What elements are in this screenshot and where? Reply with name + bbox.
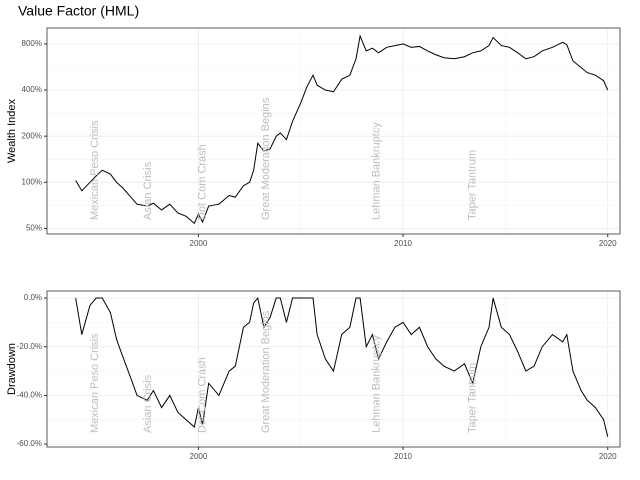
y-tick-label: 0.0% bbox=[24, 293, 42, 302]
y-tick-label: 100% bbox=[22, 177, 42, 186]
y-tick-label: -40.0% bbox=[17, 391, 42, 400]
y-axis-title: Drawdown bbox=[6, 343, 18, 395]
y-tick-label: 200% bbox=[22, 131, 42, 140]
panel-border bbox=[46, 290, 621, 448]
annotation: Lehman Bankruptcy bbox=[370, 122, 382, 220]
x-tick-label: 2020 bbox=[599, 239, 617, 248]
annotation: Asian Crisis bbox=[142, 161, 154, 220]
annotation: Great Moderation Begins bbox=[260, 310, 272, 433]
x-tick-label: 2020 bbox=[599, 452, 617, 461]
y-axis-title: Wealth Index bbox=[6, 99, 18, 164]
y-tick-label: -20.0% bbox=[17, 342, 42, 351]
panel-border bbox=[46, 27, 621, 235]
y-tick-label: -60.0% bbox=[17, 439, 42, 448]
annotation: Mexican Peso Crisis bbox=[89, 120, 101, 220]
annotation: Taper Tantrum bbox=[467, 150, 479, 220]
y-tick-label: 400% bbox=[22, 85, 42, 94]
x-tick-label: 2010 bbox=[394, 452, 412, 461]
annotation: Asian Crisis bbox=[142, 374, 154, 433]
annotation: Great Moderation Begins bbox=[260, 97, 272, 220]
x-tick-label: 2010 bbox=[394, 239, 412, 248]
line bbox=[75, 34, 609, 225]
y-tick-label: 50% bbox=[26, 224, 42, 233]
y-tick-label: 800% bbox=[22, 39, 42, 48]
x-tick-label: 2000 bbox=[190, 239, 208, 248]
annotation: Dot Com Crash bbox=[196, 144, 208, 220]
annotation: Dot Com Crash bbox=[196, 357, 208, 433]
annotation: Lehman Bankruptcy bbox=[370, 335, 382, 433]
annotation: Mexican Peso Crisis bbox=[89, 333, 101, 433]
line bbox=[75, 296, 609, 437]
x-tick-label: 2000 bbox=[190, 452, 208, 461]
annotation: Taper Tantrum bbox=[467, 363, 479, 433]
chart-title: Value Factor (HML) bbox=[18, 3, 139, 19]
panel bbox=[47, 28, 620, 234]
